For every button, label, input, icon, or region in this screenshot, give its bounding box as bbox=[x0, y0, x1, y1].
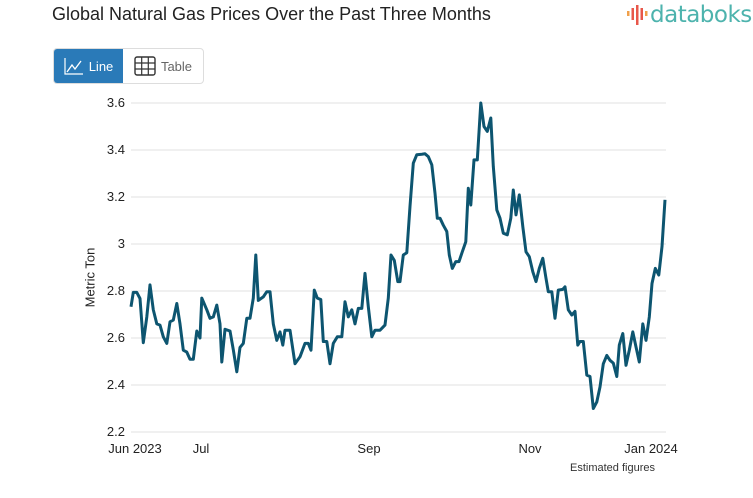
logo-bars-icon bbox=[627, 5, 648, 25]
line-view-label: Line bbox=[88, 58, 114, 74]
databoks-logo: databoks bbox=[626, 2, 752, 28]
estimated-figures-note: Estimated figures bbox=[570, 462, 655, 474]
y-tick-label: 3.4 bbox=[107, 142, 125, 157]
y-tick-label: 3.2 bbox=[107, 189, 125, 204]
logo-text: databoks bbox=[650, 2, 752, 28]
y-tick-label: 2.2 bbox=[107, 424, 125, 439]
table-view-label: Table bbox=[160, 58, 193, 74]
y-tick-label: 3 bbox=[118, 236, 125, 251]
view-toggle: Line Table bbox=[53, 48, 204, 84]
y-tick-label: 3.6 bbox=[107, 95, 125, 110]
table-view-button[interactable]: Table bbox=[123, 49, 203, 83]
x-tick-label: Jan 2024 bbox=[624, 441, 678, 456]
x-tick-label: Jul bbox=[193, 441, 210, 456]
line-view-button[interactable]: Line bbox=[54, 49, 123, 83]
line-chart-icon bbox=[64, 58, 83, 75]
y-tick-label: 2.8 bbox=[107, 283, 125, 298]
y-tick-label: 2.4 bbox=[107, 377, 125, 392]
x-tick-label: Jun 2023 bbox=[108, 441, 162, 456]
chart-title: Global Natural Gas Prices Over the Past … bbox=[52, 4, 491, 24]
y-axis-label: Metric Ton bbox=[82, 247, 98, 308]
x-tick-label: Sep bbox=[357, 441, 380, 456]
y-tick-label: 2.6 bbox=[107, 330, 125, 345]
x-tick-label: Nov bbox=[518, 441, 542, 456]
price-series-line bbox=[129, 101, 667, 410]
table-grid-icon bbox=[134, 56, 156, 76]
